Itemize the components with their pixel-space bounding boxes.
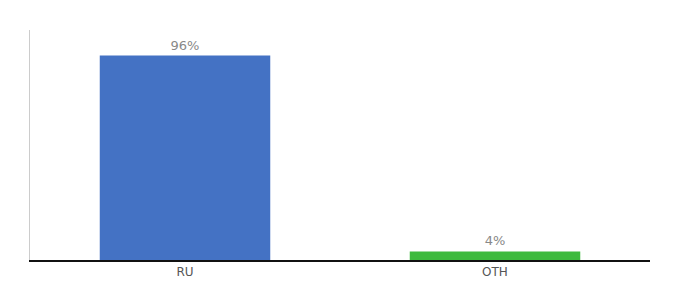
svg-text:OTH: OTH bbox=[482, 265, 508, 279]
svg-text:96%: 96% bbox=[171, 38, 200, 53]
svg-text:RU: RU bbox=[176, 265, 193, 279]
svg-text:4%: 4% bbox=[485, 233, 506, 248]
